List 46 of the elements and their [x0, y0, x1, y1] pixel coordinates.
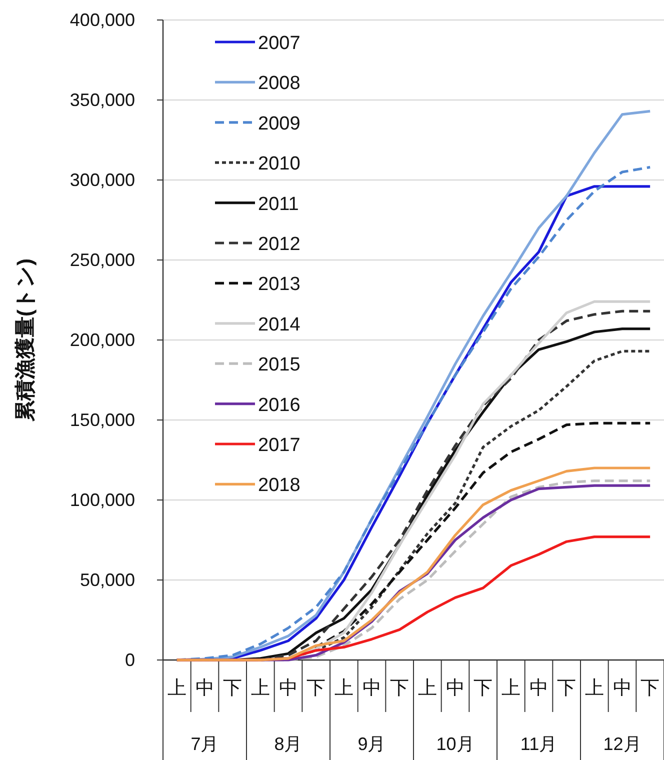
- x-tick-label: 上: [501, 678, 520, 699]
- legend-label: 2017: [258, 435, 300, 456]
- text: 7月: [190, 734, 219, 754]
- legend-label: 2011: [258, 194, 299, 215]
- legend-label: 2018: [258, 475, 300, 496]
- text: 12月: [603, 734, 642, 754]
- x-tick-label: 上: [584, 678, 604, 699]
- x-tick-label: 上: [334, 678, 354, 699]
- legend-label: 2015: [258, 354, 300, 376]
- x-tick-label: 中: [362, 678, 382, 699]
- x-tick-label: 中: [195, 678, 214, 699]
- x-tick-label: 中: [446, 678, 465, 699]
- y-tick-label: 50,000: [80, 570, 135, 590]
- text: 10月: [436, 734, 474, 754]
- legend-label: 2009: [258, 113, 300, 134]
- legend-label: 2012: [258, 234, 300, 255]
- y-tick-label: 200,000: [70, 330, 135, 350]
- x-tick-label: 下: [390, 678, 410, 699]
- y-tick-label: 350,000: [70, 90, 135, 110]
- y-axis-title: 累積漁獲量(トン): [14, 258, 37, 422]
- x-tick-label: 中: [529, 678, 548, 699]
- x-tick-label: 上: [250, 678, 270, 699]
- text: 11月: [520, 734, 558, 754]
- x-tick-label: 下: [223, 678, 242, 699]
- y-tick-label: 400,000: [70, 10, 135, 30]
- x-tick-label: 上: [167, 678, 186, 699]
- legend-label: 2010: [258, 154, 300, 175]
- x-tick-label: 下: [474, 678, 493, 699]
- y-tick-label: 300,000: [70, 170, 135, 190]
- y-tick-label: 100,000: [70, 490, 135, 510]
- x-tick-label: 下: [306, 678, 326, 699]
- y-tick-label: 0: [124, 650, 135, 670]
- x-tick-label: 中: [612, 678, 632, 699]
- x-tick-label: 下: [557, 678, 576, 699]
- legend-label: 2008: [258, 73, 300, 94]
- x-tick-label: 上: [418, 678, 437, 699]
- legend-label: 2016: [258, 394, 300, 416]
- x-tick-label: 下: [640, 678, 660, 699]
- legend-label: 2007: [258, 33, 300, 54]
- text: 8月: [274, 734, 302, 754]
- legend-label: 2014: [258, 314, 301, 336]
- y-tick-label: 150,000: [70, 410, 135, 430]
- text: 9月: [358, 734, 386, 754]
- legend-label: 2013: [258, 274, 300, 296]
- x-tick-label: 中: [278, 678, 298, 699]
- y-tick-label: 250,000: [70, 250, 135, 270]
